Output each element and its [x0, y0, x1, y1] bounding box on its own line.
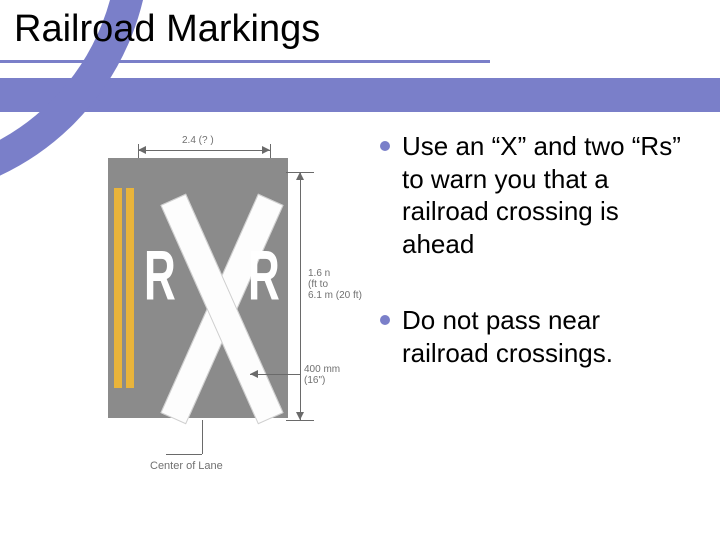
bullet-text: Use an “X” and two “Rs” to warn you that… [402, 130, 690, 260]
dim-arrow [262, 146, 270, 154]
bullet-icon [380, 141, 390, 151]
dim-text: 1.6 n [308, 268, 330, 279]
diagram-caption: Center of Lane [150, 460, 223, 472]
title-bar: Railroad Markings [0, 0, 720, 78]
list-item: Use an “X” and two “Rs” to warn you that… [380, 130, 690, 260]
railroad-diagram: R R 2.4 (? ) 1.6 n (ft to 6.1 m (20 ft) [90, 138, 350, 473]
dim-label-small: 400 mm (16") [304, 364, 340, 386]
dim-label-top: 2.4 (? ) [182, 135, 214, 146]
road-pavement: R R [108, 158, 288, 418]
dim-arrow [250, 370, 258, 378]
dim-label-height: 1.6 n (ft to 6.1 m (20 ft) [308, 268, 362, 301]
bullet-icon [380, 315, 390, 325]
lane-line-left [114, 188, 122, 388]
dim-text: (16") [304, 375, 325, 386]
bullet-text: Do not pass near railroad crossings. [402, 304, 690, 369]
callout-line [202, 420, 203, 454]
content-area: R R 2.4 (? ) 1.6 n (ft to 6.1 m (20 ft) [0, 130, 720, 540]
dim-text: 6.1 m (20 ft) [308, 290, 362, 301]
dim-line-height [300, 172, 301, 420]
dim-arrow [138, 146, 146, 154]
lane-line-right [126, 188, 134, 388]
dim-line-top [138, 150, 270, 151]
bullet-list: Use an “X” and two “Rs” to warn you that… [380, 130, 690, 413]
r-letter-left: R [144, 237, 174, 317]
dim-text: 400 mm [304, 364, 340, 375]
callout-line [166, 454, 202, 455]
dim-text: (ft to [308, 279, 328, 290]
dim-tick [270, 144, 271, 158]
list-item: Do not pass near railroad crossings. [380, 304, 690, 369]
slide: Railroad Markings R R 2.4 (? ) [0, 0, 720, 540]
accent-strip [0, 78, 720, 112]
page-title: Railroad Markings [14, 8, 720, 51]
dim-arrow [296, 172, 304, 180]
dim-tick [286, 420, 314, 421]
r-letter-right: R [248, 237, 278, 317]
dim-arrow [296, 412, 304, 420]
